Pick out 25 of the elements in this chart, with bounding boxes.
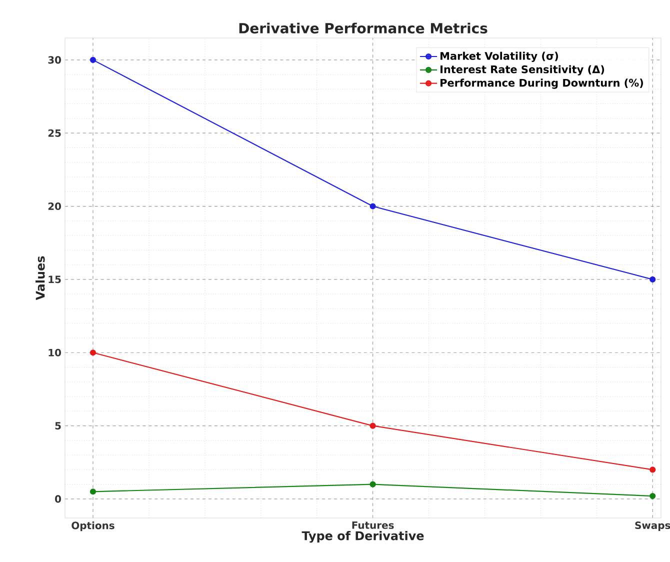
point — [90, 350, 96, 356]
point — [90, 56, 96, 63]
point — [370, 203, 376, 210]
y-tick-label: 25 — [48, 129, 61, 137]
point — [90, 488, 96, 495]
x-tick-label: Futures — [352, 522, 394, 529]
point — [370, 422, 376, 429]
y-tick-label: 10 — [48, 348, 62, 356]
chart-title: Derivative Performance Metrics — [239, 22, 488, 34]
legend-label: Market Volatility (σ) — [440, 52, 558, 62]
x-tick-label: Options — [72, 521, 114, 532]
legend-label: Performance During Downturn (%) — [440, 78, 643, 89]
point — [650, 466, 656, 473]
x-tick-label: Swaps — [635, 521, 670, 531]
legend-label: Interest Rate Sensitivity (Δ) — [440, 65, 604, 76]
y-tick-label: 5 — [55, 422, 61, 430]
x-axis-title: Type of Derivative — [302, 530, 424, 543]
y-tick-label: 20 — [48, 202, 62, 210]
y-tick-label: 15 — [48, 276, 61, 284]
y-tick-label: 30 — [48, 56, 62, 64]
point — [650, 276, 656, 282]
point — [650, 492, 656, 500]
y-tick-label: 0 — [55, 495, 62, 503]
y-axis-title: Values — [36, 256, 45, 300]
point — [370, 481, 376, 488]
